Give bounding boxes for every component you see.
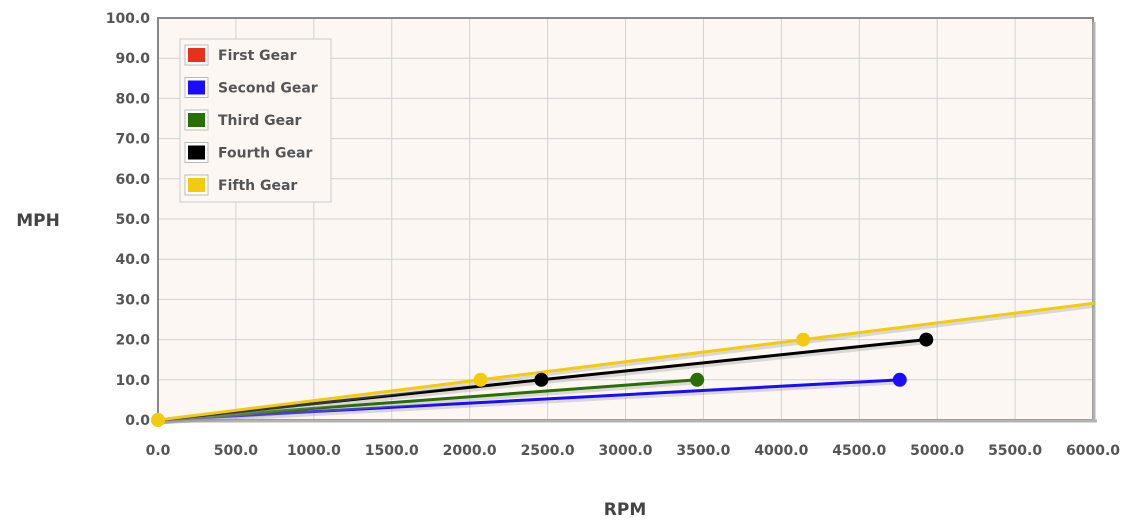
legend-label-third-gear: Third Gear bbox=[218, 113, 302, 129]
legend-label-fourth-gear: Fourth Gear bbox=[218, 146, 312, 162]
second-gear-swatch bbox=[188, 80, 205, 95]
y-tick-label: 80.0 bbox=[115, 91, 150, 107]
x-tick-label: 1000.0 bbox=[287, 443, 341, 459]
y-tick-label: 20.0 bbox=[115, 333, 150, 349]
legend-label-first-gear: First Gear bbox=[218, 48, 297, 64]
x-tick-label: 2500.0 bbox=[521, 443, 575, 459]
second-gear-line bbox=[156, 378, 902, 422]
fifth-gear-point bbox=[796, 332, 811, 347]
fourth-gear-point bbox=[534, 372, 549, 387]
y-tick-label: 60.0 bbox=[115, 172, 150, 188]
fifth-gear-point bbox=[473, 372, 488, 387]
x-tick-label: 6000.0 bbox=[1066, 443, 1120, 459]
y-tick-label: 0.0 bbox=[125, 413, 150, 429]
x-tick-labels: 0.0 500.0 1000.0 1500.0 2000.0 2500.0 3000.0 35… bbox=[146, 443, 1121, 459]
x-tick-label: 5000.0 bbox=[910, 443, 964, 459]
y-tick-label: 10.0 bbox=[115, 373, 150, 389]
second-gear-point bbox=[892, 372, 907, 387]
y-tick-label: 30.0 bbox=[115, 292, 150, 308]
x-tick-label: 3500.0 bbox=[676, 443, 730, 459]
fifth-gear-swatch bbox=[188, 178, 205, 192]
y-axis-title: MPH bbox=[16, 211, 60, 231]
grid-lines bbox=[158, 18, 1093, 420]
third-gear-point bbox=[690, 372, 705, 387]
x-tick-label: 1500.0 bbox=[365, 443, 419, 459]
third-gear-line-shadow bbox=[158, 379, 699, 425]
x-axis-title: RPM bbox=[604, 500, 646, 520]
axes bbox=[157, 17, 1097, 423]
fourth-gear-swatch bbox=[188, 145, 205, 160]
legend-label-second-gear: Second Gear bbox=[218, 81, 318, 97]
series-lines bbox=[156, 301, 1095, 425]
y-tick-label: 50.0 bbox=[115, 212, 150, 228]
x-tick-label: 3000.0 bbox=[598, 443, 652, 459]
legend: First Gear Second Gear Third Gear Fourth Ge… bbox=[179, 38, 332, 203]
y-tick-label: 70.0 bbox=[115, 132, 150, 148]
first-gear-swatch bbox=[188, 48, 205, 62]
legend-label-fifth-gear: Fifth Gear bbox=[218, 178, 297, 194]
fifth-gear-line bbox=[156, 301, 1095, 422]
y-tick-label: 40.0 bbox=[115, 252, 150, 268]
x-tick-label: 2000.0 bbox=[443, 443, 497, 459]
second-gear-line-shadow bbox=[158, 379, 901, 425]
x-tick-label: 5500.0 bbox=[988, 443, 1042, 459]
x-tick-label: 4000.0 bbox=[754, 443, 808, 459]
y-tick-label: 100.0 bbox=[106, 11, 151, 27]
x-tick-label: 4500.0 bbox=[832, 443, 886, 459]
x-tick-label: 0.0 bbox=[146, 443, 171, 459]
third-gear-swatch bbox=[188, 113, 205, 127]
y-tick-labels: 0.0 10.0 20.0 30.0 40.0 50.0 60.0 70.0 80.0 90.0 1… bbox=[106, 11, 151, 429]
fourth-gear-point bbox=[919, 332, 934, 347]
y-tick-label: 90.0 bbox=[115, 51, 150, 67]
series-markers bbox=[151, 332, 934, 427]
fifth-gear-line-shadow bbox=[158, 302, 1095, 425]
third-gear-line bbox=[156, 378, 699, 422]
x-tick-label: 500.0 bbox=[214, 443, 259, 459]
fifth-gear-point bbox=[151, 413, 165, 427]
